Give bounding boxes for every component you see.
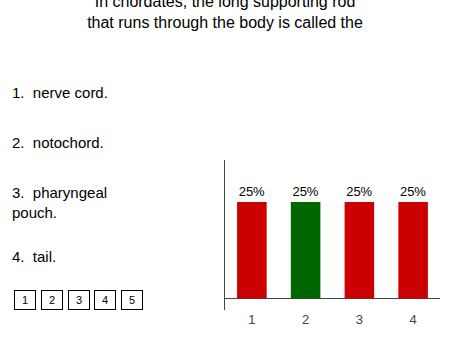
- svg-text:1: 1: [22, 294, 28, 306]
- svg-text:2. notochord.: 2. notochord.: [12, 134, 104, 151]
- svg-text:In chordates, the long support: In chordates, the long supporting rodtha…: [87, 0, 363, 31]
- svg-text:2: 2: [49, 294, 55, 306]
- svg-text:1: 1: [248, 312, 255, 327]
- svg-text:5: 5: [129, 294, 135, 306]
- svg-text:4: 4: [410, 312, 417, 327]
- svg-text:25%: 25%: [239, 184, 265, 199]
- svg-text:25%: 25%: [400, 184, 426, 199]
- svg-text:4. tail.: 4. tail.: [12, 248, 56, 265]
- svg-text:4: 4: [102, 294, 108, 306]
- svg-text:3. pharyngealpouch.: 3. pharyngealpouch.: [12, 184, 107, 221]
- svg-text:3: 3: [76, 294, 82, 306]
- svg-text:25%: 25%: [292, 184, 318, 199]
- svg-text:25%: 25%: [346, 184, 372, 199]
- svg-text:3: 3: [356, 312, 363, 327]
- svg-text:2: 2: [302, 312, 309, 327]
- svg-text:1. nerve cord.: 1. nerve cord.: [12, 84, 108, 101]
